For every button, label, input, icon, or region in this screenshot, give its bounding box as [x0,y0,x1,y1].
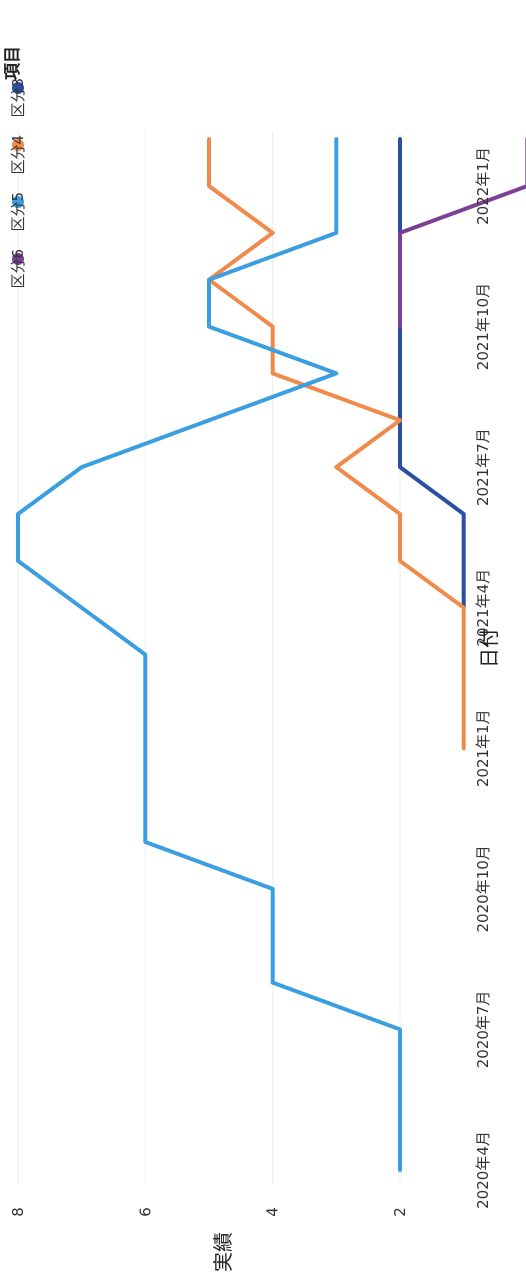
x-tick-label: 2022年1月 [474,147,492,225]
y-axis-ticks: 2 4 6 8 [9,1207,409,1217]
x-tick-label: 2021年4月 [474,569,492,647]
series-line-3 [16,137,402,1172]
x-tick-label: 2021年10月 [474,283,492,370]
x-tick-label: 2021年1月 [474,709,492,787]
legend-label: 区分4 [9,135,27,175]
x-axis-ticks: 2020年4月 2020年7月 2020年10月 2021年1月 2021年4月 2021… [474,147,492,1209]
legend-items: 区分3 区分4 区分5 区分6 [9,78,27,289]
x-tick-label: 2021年7月 [474,428,492,506]
y-tick-label: 4 [264,1207,282,1217]
x-axis-title: 日付 [477,628,501,668]
legend-marker [12,139,24,151]
legend-title: 項目 [3,46,23,80]
series-line-2 [207,137,466,751]
y-axis-title: 実績 [211,1232,235,1272]
legend-marker [12,253,24,265]
legend-label: 区分3 [9,78,27,118]
series-line-4 [398,137,526,329]
legend-marker [12,196,24,208]
legend-label: 区分6 [9,249,27,289]
legend-label: 区分5 [9,192,27,232]
series-lines [16,137,526,1172]
legend-marker [12,82,24,94]
x-tick-label: 2020年4月 [474,1131,492,1209]
y-tick-label: 2 [391,1207,409,1217]
legend: 項目 区分3 区分4 区分5 区分6 [3,46,27,289]
x-tick-label: 2020年7月 [474,991,492,1069]
y-tick-label: 8 [9,1207,27,1217]
series-line-1 [398,137,466,610]
x-tick-label: 2020年10月 [474,845,492,932]
y-tick-label: 6 [136,1207,154,1217]
